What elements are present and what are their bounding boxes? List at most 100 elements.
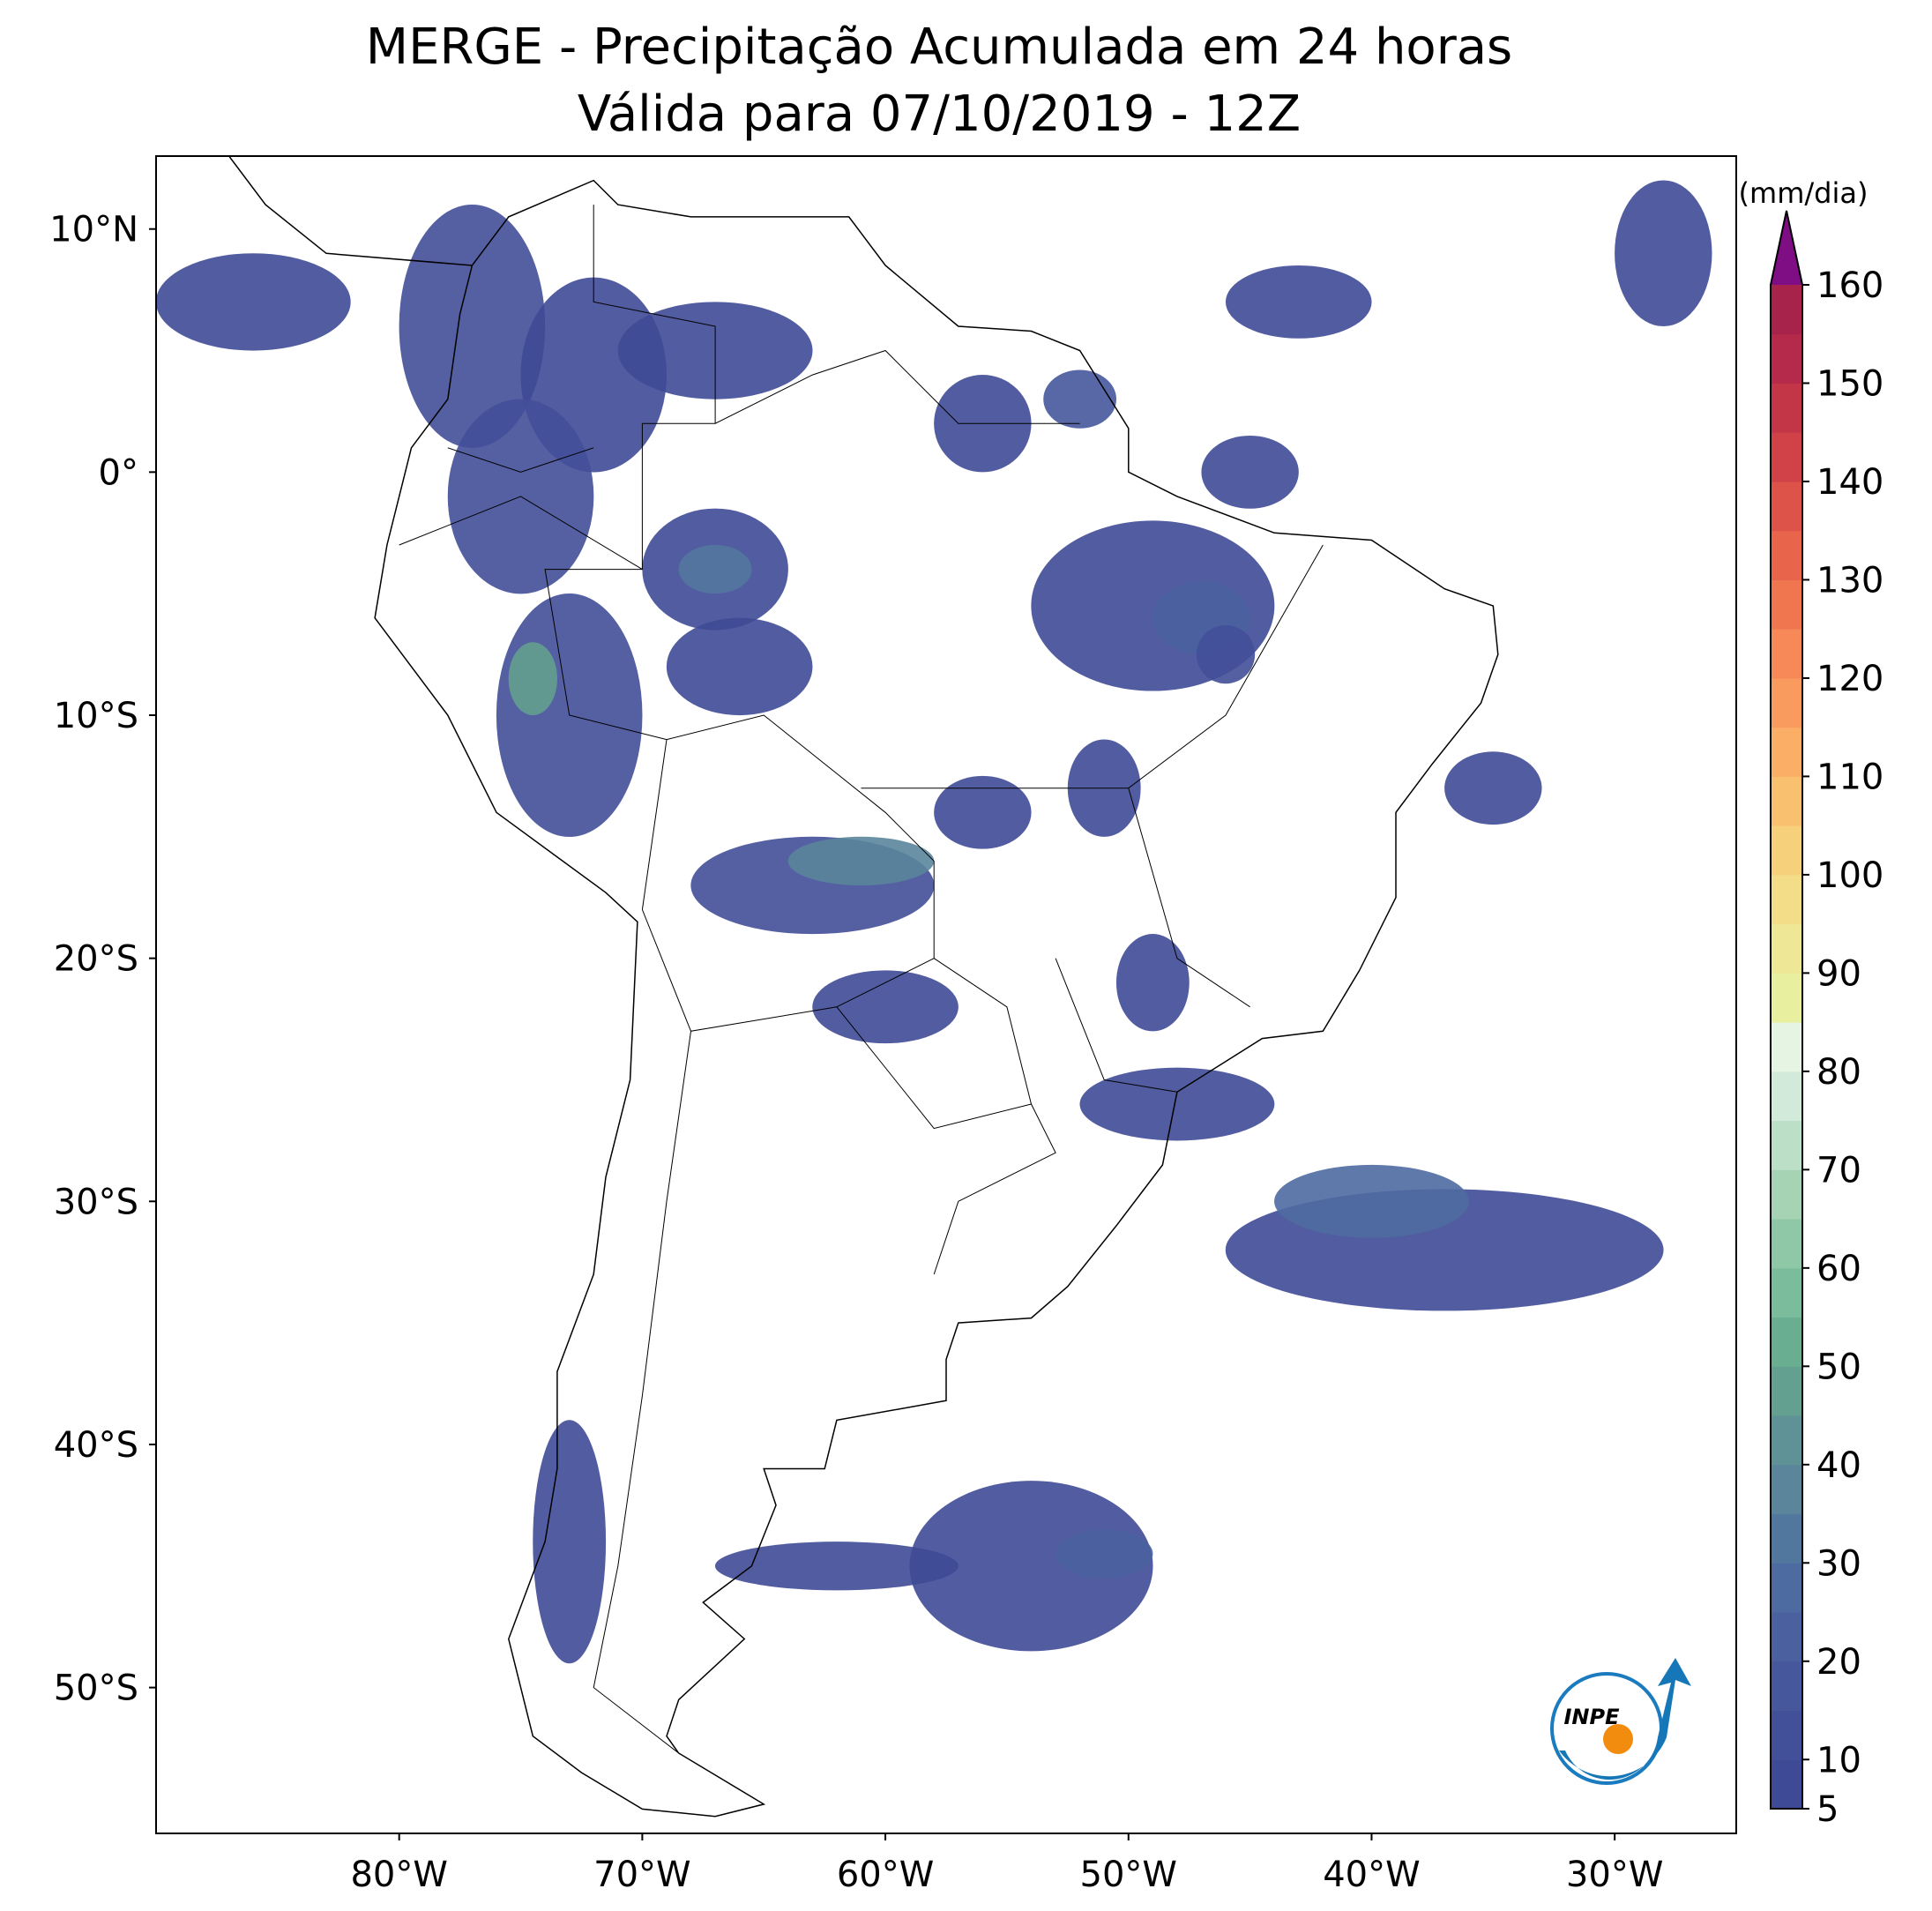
border (641, 714, 935, 1032)
rain-area (1115, 934, 1190, 1032)
colorbar-segment (1771, 481, 1802, 532)
colorbar-tick-label: 20 (1816, 1642, 1861, 1683)
colorbar-segment (1771, 1464, 1802, 1515)
colorbar-tick-label: 5 (1816, 1789, 1839, 1830)
colorbar-tick-label: 60 (1816, 1249, 1861, 1289)
colorbar-segment (1771, 285, 1802, 335)
rain-area (1444, 751, 1542, 825)
colorbar-tick-label: 160 (1816, 265, 1884, 306)
y-tick-label: 20°S (54, 939, 138, 980)
x-tick-label: 40°W (1323, 1855, 1420, 1895)
colorbar-outline (1770, 210, 1803, 1810)
colorbar-segment (1771, 1563, 1802, 1613)
colorbar-segment (1771, 1169, 1802, 1220)
rain-area (533, 1420, 607, 1664)
y-tick-label: 50°S (54, 1668, 138, 1709)
y-tick-label: 10°N (49, 210, 138, 250)
colorbar-tick-label: 40 (1816, 1445, 1861, 1486)
rain-area (812, 970, 959, 1044)
rain-area (934, 775, 1032, 849)
colorbar-tick-label: 90 (1816, 953, 1861, 994)
map-area (156, 156, 1712, 1818)
colorbar-segment (1771, 1612, 1802, 1662)
colorbar-tick-label: 110 (1816, 757, 1884, 797)
colorbar-segment (1771, 874, 1802, 925)
colorbar-segment (1771, 579, 1802, 630)
colorbar-extend (1771, 211, 1802, 285)
colorbar-segment (1771, 1120, 1802, 1170)
y-tick-label: 10°S (54, 696, 138, 736)
rain-area (1079, 1067, 1275, 1141)
colorbar-segment (1771, 1267, 1802, 1318)
colorbar-segment (1771, 1317, 1802, 1367)
colorbar-tick-label: 80 (1816, 1052, 1861, 1093)
colorbar-segment (1771, 1513, 1802, 1564)
colorbar-segment (1771, 1071, 1802, 1122)
colorbar-segment (1771, 333, 1802, 384)
border (1055, 958, 1177, 1093)
rain-area (1225, 265, 1372, 339)
colorbar-tick-label: 100 (1816, 855, 1884, 896)
rain-area (1196, 624, 1256, 684)
colorbar-segment (1771, 1219, 1802, 1269)
colorbar-label: (mm/dia) (1739, 176, 1869, 210)
colorbar-tick-label: 150 (1816, 363, 1884, 404)
rain-area (399, 204, 546, 448)
colorbar-segment (1771, 1022, 1802, 1072)
colorbar-tick-label: 140 (1816, 462, 1884, 503)
colorbar-segment (1771, 1661, 1802, 1712)
rain-area (909, 1481, 1153, 1652)
rain-area (1615, 180, 1712, 327)
rain-area (156, 253, 351, 351)
logo-text: INPE (1564, 1705, 1621, 1729)
colorbar-segment (1771, 727, 1802, 777)
colorbar-tick-label: 70 (1816, 1150, 1861, 1191)
border (933, 1103, 1056, 1275)
border (447, 447, 594, 473)
colorbar-tick-label: 10 (1816, 1740, 1861, 1780)
colorbar-segment (1771, 530, 1802, 580)
border (544, 349, 1080, 910)
colorbar-segment (1771, 383, 1802, 433)
rain-area (1056, 1529, 1153, 1579)
subtitle: Válida para 07/10/2019 - 12Z (578, 86, 1301, 143)
border (399, 496, 643, 571)
colorbar-segment (1771, 677, 1802, 728)
rain-area (714, 1541, 959, 1591)
colorbar-segment (1771, 432, 1802, 482)
border (593, 1031, 691, 1754)
colorbar-tick-label: 50 (1816, 1347, 1861, 1387)
rain-area (678, 545, 752, 594)
colorbar-tick-label: 120 (1816, 659, 1884, 699)
colorbar-segment (1771, 776, 1802, 826)
colorbar-segment (1771, 1710, 1802, 1760)
colorbar-tick-label: 130 (1816, 560, 1884, 601)
map-frame (155, 155, 1737, 1834)
colorbar-tick-label: 30 (1816, 1543, 1861, 1584)
rain-area (508, 642, 557, 716)
rain-area (1043, 370, 1117, 429)
border (1128, 788, 1250, 1008)
border (593, 205, 716, 424)
y-tick-label: 0° (99, 452, 138, 493)
colorbar-segment (1771, 973, 1802, 1023)
y-tick-label: 40°S (54, 1425, 138, 1466)
colorbar-segment (1771, 1415, 1802, 1466)
x-tick-label: 70°W (593, 1855, 690, 1895)
x-tick-label: 80°W (350, 1855, 447, 1895)
y-tick-label: 30°S (54, 1182, 138, 1222)
x-tick-label: 50°W (1080, 1855, 1177, 1895)
title: MERGE - Precipitação Acumulada em 24 hor… (366, 19, 1512, 76)
x-tick-label: 30°W (1566, 1855, 1663, 1895)
rain-area (787, 836, 935, 885)
colorbar-segment (1771, 923, 1802, 974)
rain-area (1274, 1164, 1469, 1238)
x-tick-label: 60°W (837, 1855, 934, 1895)
rain-area (1201, 435, 1299, 509)
border (861, 544, 1324, 789)
coastline (228, 156, 1499, 1818)
colorbar-segment (1771, 1366, 1802, 1416)
colorbar-segment (1771, 1759, 1802, 1810)
